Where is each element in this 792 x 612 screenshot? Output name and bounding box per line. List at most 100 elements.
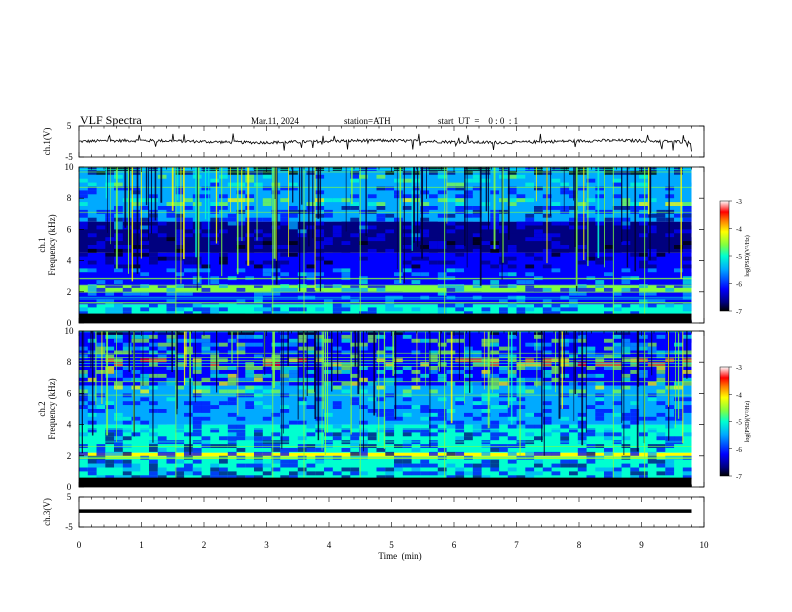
ch1-spectrogram-cell [149, 225, 158, 230]
ch2-spectrogram-cell [455, 475, 465, 480]
ch1-spectrogram-cell [79, 202, 88, 206]
ch2-spectrogram-cell [595, 409, 605, 413]
ch2-spectrogram-cell [114, 350, 123, 355]
ch1-spectrogram-cell [604, 167, 613, 171]
ch1-spectrogram-cell [507, 229, 517, 234]
ch2-spectrogram-cell [140, 358, 150, 363]
ch1-spectrogram-cell [140, 233, 150, 238]
ch1-spectrogram-cell [516, 264, 526, 269]
ch2-spectrogram-cell [665, 358, 675, 363]
ch1-spectrogram-cell [184, 256, 193, 261]
ch2-spectrogram-cell [376, 412, 386, 417]
ch2-spectrogram-cell [280, 366, 290, 370]
ch1-spectrogram-cell [359, 229, 368, 234]
ch2-spectrogram-cell [612, 401, 622, 406]
ch1-spectrogram-cell [297, 206, 307, 210]
ch2-spectrogram-cell [411, 370, 421, 374]
colorbar-tick-label: -7 [736, 473, 742, 481]
ch1-spectrogram-cell [105, 311, 115, 316]
ch1-spectrogram-cell [595, 194, 605, 199]
ch2-spectrogram-cell [481, 475, 491, 480]
ch1-spectrogram-cell [411, 225, 421, 230]
ch2-spectrogram-cell [245, 331, 255, 335]
ch1-spectrogram-cell [586, 248, 596, 253]
ch1-spectrogram-cell [534, 170, 543, 175]
ch1-spectrogram-cell [577, 186, 587, 191]
ch1-spectrogram-cell [455, 280, 465, 284]
ch1-spectrogram-cell [122, 264, 132, 269]
ch2-spectrogram-cell [647, 346, 657, 351]
ch1-spectrogram-cell [359, 241, 368, 245]
ch1-spectrogram-cell [577, 284, 587, 288]
ch1-spectrogram-cell [332, 233, 342, 238]
ch1-spectrogram-cell [560, 167, 570, 171]
ch2-spectrogram-cell [612, 389, 622, 394]
ch1-spectrogram-cell [297, 248, 307, 253]
ch1-spectrogram-cell [324, 272, 333, 277]
ch2-spectrogram-cell [236, 354, 246, 359]
ch2-spectrogram-ylabel: Frequency (kHz) [47, 378, 57, 439]
ch1-spectrogram-cell [647, 256, 657, 261]
ch1-spectrogram-cell [175, 170, 185, 175]
ch1-spectrogram-cell [105, 252, 115, 257]
ch1-spectrogram-cell [464, 178, 473, 183]
ch1-spectrogram-cell [306, 287, 316, 292]
ch1-spectrogram-cell [446, 260, 456, 265]
ch2-spectrogram-cell [376, 428, 386, 433]
ch2-spectrogram-cell [420, 416, 430, 421]
ch2-spectrogram-cell [437, 342, 447, 347]
ch1-spectrogram-cell [289, 241, 298, 245]
ch2-spectrogram-cell [315, 471, 325, 476]
ch2-spectrogram-cell [271, 448, 281, 452]
ch1-spectrogram-cell [105, 299, 115, 304]
ch2-spectrogram-cell [647, 401, 657, 406]
ch1-spectrogram-cell [140, 186, 150, 191]
ch1-spectrogram-cell [236, 248, 246, 253]
ch2-spectrogram-cell [219, 373, 228, 378]
ch1-spectrogram-cell [149, 264, 158, 269]
ch2-spectrogram-cell [219, 436, 228, 441]
ch1-spectrogram-cell [149, 280, 158, 284]
ch1-spectrogram-cell [656, 213, 666, 218]
ch1-spectrogram-cell [280, 186, 290, 191]
ch2-spectrogram-cell [612, 350, 622, 355]
ch1-spectrogram-cell [122, 307, 132, 312]
ch2-spectrogram-cell [332, 385, 342, 390]
ch2-spectrogram-cell [569, 362, 578, 367]
ch2-spectrogram-cell [385, 416, 395, 421]
ch2-spectrogram-cell [534, 412, 543, 417]
ch1-spectrogram-cell [332, 284, 342, 288]
ch2-spectrogram-cell [192, 467, 202, 472]
ch1-spectrogram-cell [656, 260, 666, 265]
ch1-spectrogram-cell [140, 291, 150, 296]
ch2-spectrogram-cell [551, 397, 561, 402]
ch2-spectrogram-cell [455, 420, 465, 425]
ch2-spectrogram-cell [306, 334, 316, 339]
ch2-spectrogram-cell [437, 471, 447, 476]
ch2-spectrogram-cell [201, 331, 211, 335]
ch1-spectrogram-cell [114, 167, 123, 171]
ch2-spectrogram-cell [516, 420, 526, 425]
ch1-spectrogram-cell [446, 194, 456, 199]
ch2-spectrogram-cell [542, 467, 552, 472]
ch1-spectrogram-cell [682, 229, 692, 234]
ch2-spectrogram-cell [586, 475, 596, 480]
ch2-spectrogram-cell [96, 409, 106, 413]
ch2-spectrogram-cell [639, 346, 648, 351]
ch1-spectrogram-cell [516, 178, 526, 183]
ch2-spectrogram-ytick-label: 10 [65, 326, 75, 336]
ch2-spectrogram-cell [560, 424, 570, 429]
ch2-spectrogram-cell [464, 412, 473, 417]
ch1-spectrogram-cell [385, 307, 395, 312]
ch1-spectrogram-cell [525, 182, 535, 187]
ch1-spectrogram-cell [175, 272, 185, 277]
ch1-spectrogram-cell [332, 264, 342, 269]
ch1-spectrogram-cell [420, 229, 430, 234]
ch1-spectrogram-cell [394, 217, 403, 222]
ch2-spectrogram-cell [534, 451, 543, 456]
ch2-spectrogram-cell [315, 350, 325, 355]
ch2-spectrogram-cell [315, 397, 325, 402]
ch2-spectrogram-cell [429, 354, 438, 359]
xtick-label: 9 [639, 540, 644, 550]
ch1-spectrogram-cell [472, 284, 482, 288]
